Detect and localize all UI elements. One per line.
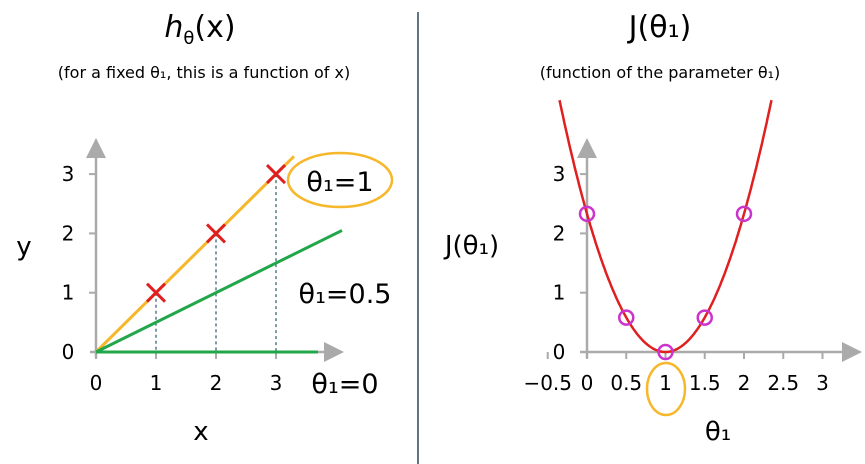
right-ytick-label: 2 <box>553 221 566 245</box>
line-theta1-1 <box>94 155 296 354</box>
left-data-point-x-marker <box>265 164 287 185</box>
left-title-h: h <box>164 10 184 45</box>
line-theta1-0-5 <box>95 229 343 354</box>
left-ytick-label: 1 <box>62 281 75 305</box>
right-chart: −0.5 0 0.5 1 1.5 2 2.5 3 0 1 2 3 θ₁ J(θ₁) <box>443 99 862 447</box>
right-panel-subtitle: (function of the parameter θ₁) <box>539 63 781 82</box>
cost-data-point <box>657 343 674 361</box>
right-xtick-label: −0.5 <box>523 371 572 395</box>
left-xtick-label: 1 <box>150 371 163 395</box>
cost-data-point <box>578 205 596 223</box>
right-ytick-label: 3 <box>553 162 566 186</box>
cost-data-point <box>618 309 635 326</box>
cost-data-point <box>696 309 713 326</box>
left-data-point-x-marker <box>205 223 227 244</box>
right-xtick-label: 2.5 <box>767 371 799 395</box>
right-y-label: J(θ₁) <box>443 231 499 261</box>
left-y-label: y <box>16 232 31 262</box>
left-x-label: x <box>193 417 208 447</box>
left-data-point-x-marker <box>145 282 167 303</box>
annotation-theta1-equals-1: θ₁=1 <box>306 167 373 198</box>
left-ytick-label: 3 <box>62 162 75 186</box>
cost-data-point <box>735 205 753 223</box>
right-xtick-label: 2 <box>738 371 751 395</box>
theta1-equals-1-circle <box>286 151 394 209</box>
left-panel-subtitle: (for a fixed θ₁, this is a function of x… <box>57 63 351 82</box>
right-panel-title: J(θ₁) <box>628 10 692 45</box>
right-xtick-label: 3 <box>816 371 829 395</box>
right-ytick-label: 1 <box>553 281 566 305</box>
left-title-theta: θ <box>183 28 195 49</box>
left-xtick-label: 0 <box>90 371 103 395</box>
right-ytick-label: 0 <box>553 340 566 364</box>
right-xtick-label: 1.5 <box>689 371 721 395</box>
cost-curve <box>558 99 773 354</box>
left-chart: 0 1 2 3 0 1 2 3 x y θ₁=1 θ₁=0.5 θ₁=0 <box>16 138 394 447</box>
left-panel-title: hθ(x) <box>100 10 300 49</box>
left-xtick-label: 3 <box>270 371 283 395</box>
right-xtick-label: 1 <box>659 371 672 395</box>
theta1-tick-1-circle <box>645 361 687 417</box>
right-xtick-label: 0 <box>581 371 594 395</box>
left-title-rest: (x) <box>194 10 236 45</box>
annotation-theta1-equals-0: θ₁=0 <box>311 369 378 400</box>
left-xtick-label: 2 <box>210 371 223 395</box>
left-ytick-label: 0 <box>62 340 75 364</box>
right-xtick-label: 0.5 <box>610 371 642 395</box>
annotation-theta1-equals-0-5: θ₁=0.5 <box>299 279 392 310</box>
right-x-label: θ₁ <box>705 417 731 447</box>
left-ytick-label: 2 <box>62 221 75 245</box>
